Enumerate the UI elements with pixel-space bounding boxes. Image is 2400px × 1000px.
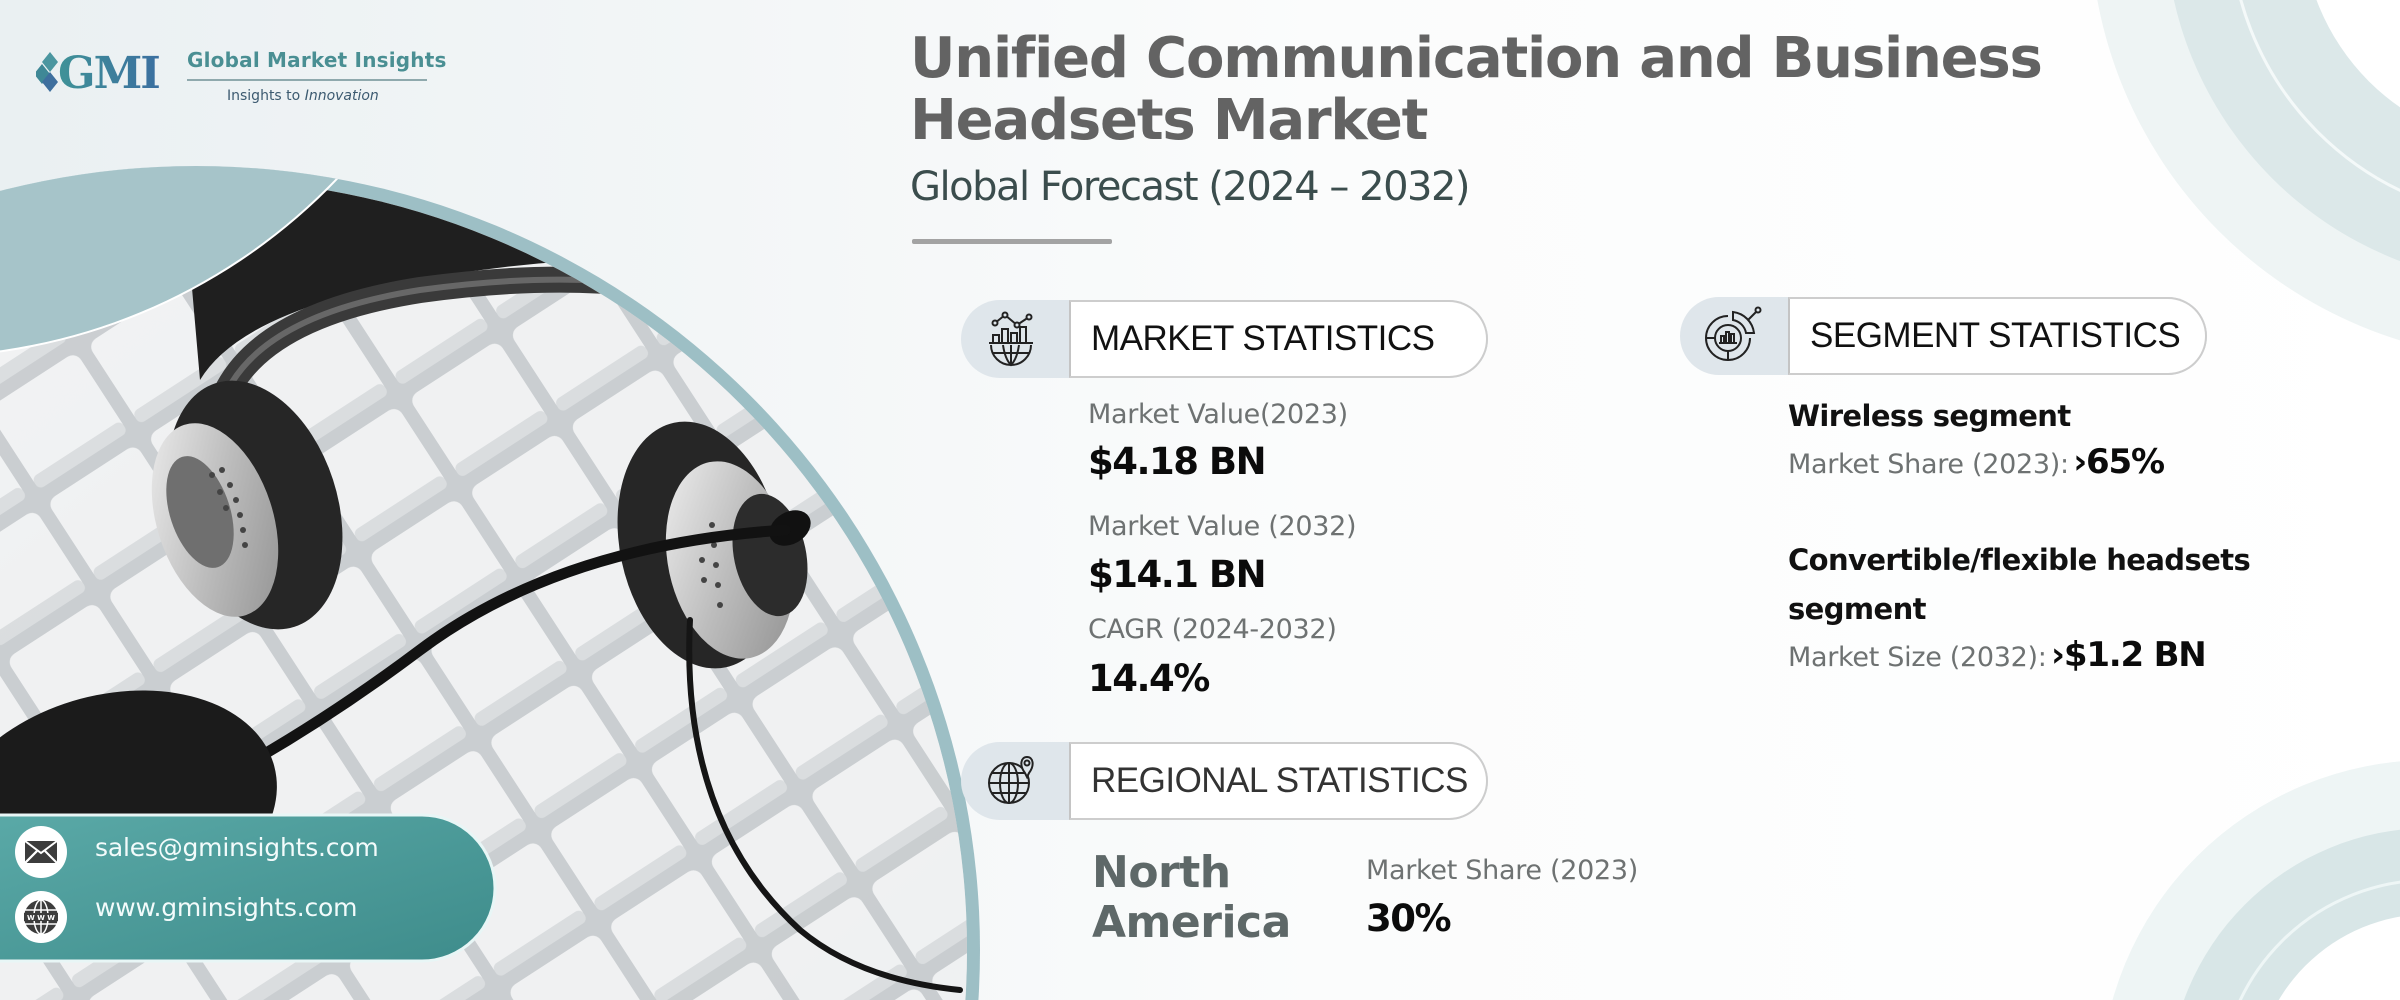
market-value-2023-label: Market Value(2023) <box>1088 399 1348 430</box>
tagline-plain: Insights to <box>227 88 301 104</box>
cagr-value: 14.4% <box>1088 657 1210 700</box>
wireless-segment-metric: Market Share (2023): ›65% <box>1788 442 2165 482</box>
svg-text:W W W: W W W <box>27 914 55 922</box>
logo-mark: GMI <box>58 48 161 99</box>
region-name-line1: North <box>1092 847 1231 898</box>
convertible-metric-prefix: › <box>2051 635 2065 675</box>
page-title-line2: Headsets Market <box>910 88 1428 153</box>
page-subtitle: Global Forecast (2024 – 2032) <box>910 164 1471 210</box>
globe-pin-icon <box>988 755 1034 804</box>
wireless-metric-prefix: › <box>2073 442 2087 482</box>
convertible-metric-value: $1.2 BN <box>2063 635 2207 675</box>
logo-divider <box>187 79 427 81</box>
region-name-line2: America <box>1092 897 1291 948</box>
convertible-segment-metric: Market Size (2032): ›$1.2 BN <box>1788 635 2207 675</box>
market-value-2032-label: Market Value (2032) <box>1088 511 1357 542</box>
wireless-metric-label: Market Share (2023): <box>1788 449 2069 480</box>
convertible-metric-label: Market Size (2032): <box>1788 642 2047 673</box>
wireless-segment-title: Wireless segment <box>1788 399 2071 433</box>
region-name: North America <box>1092 848 1291 948</box>
regional-metric-value: 30% <box>1366 897 1452 940</box>
segment-statistics-header: SEGMENT STATISTICS <box>1680 297 2207 375</box>
contact-bar <box>0 813 497 963</box>
segment-statistics-label-box: SEGMENT STATISTICS <box>1788 297 2207 375</box>
convertible-segment-title-line1: Convertible/flexible headsets <box>1788 543 2251 577</box>
market-statistics-header: MARKET STATISTICS <box>961 300 1488 378</box>
brand-tagline: Insights to Innovation <box>227 88 379 104</box>
regional-metric-label: Market Share (2023) <box>1366 855 1638 886</box>
regional-statistics-heading: REGIONAL STATISTICS <box>1091 761 1468 800</box>
envelope-icon <box>15 826 67 878</box>
title-block: Unified Communication and Business Heads… <box>910 26 2043 153</box>
page-title-line1: Unified Communication and Business <box>910 26 2043 91</box>
segment-statistics-heading: SEGMENT STATISTICS <box>1810 316 2181 355</box>
globe-bar-chart-icon <box>989 311 1033 367</box>
donut-chart-icon <box>1705 306 1762 361</box>
market-value-2032-value: $14.1 BN <box>1088 553 1267 596</box>
diamond-logo-icon <box>36 52 58 92</box>
title-underline <box>912 239 1112 244</box>
regional-statistics-label-box: REGIONAL STATISTICS <box>1069 742 1488 820</box>
regional-statistics-header: REGIONAL STATISTICS <box>961 742 1488 820</box>
tagline-italic: Innovation <box>304 88 379 104</box>
market-statistics-heading: MARKET STATISTICS <box>1091 319 1435 358</box>
website-link[interactable]: www.gminsights.com <box>95 893 358 922</box>
market-statistics-label-box: MARKET STATISTICS <box>1069 300 1488 378</box>
brand-logo[interactable]: GMI Global Market Insights Insights to I… <box>32 46 446 112</box>
market-value-2023-value: $4.18 BN <box>1088 440 1267 483</box>
brand-name: Global Market Insights <box>187 48 447 72</box>
email-link[interactable]: sales@gminsights.com <box>95 833 379 862</box>
globe-www-icon: W W W <box>15 891 67 943</box>
wireless-metric-value: 65% <box>2086 442 2165 482</box>
convertible-segment-title-line2: segment <box>1788 592 1926 626</box>
cagr-label: CAGR (2024-2032) <box>1088 614 1337 645</box>
